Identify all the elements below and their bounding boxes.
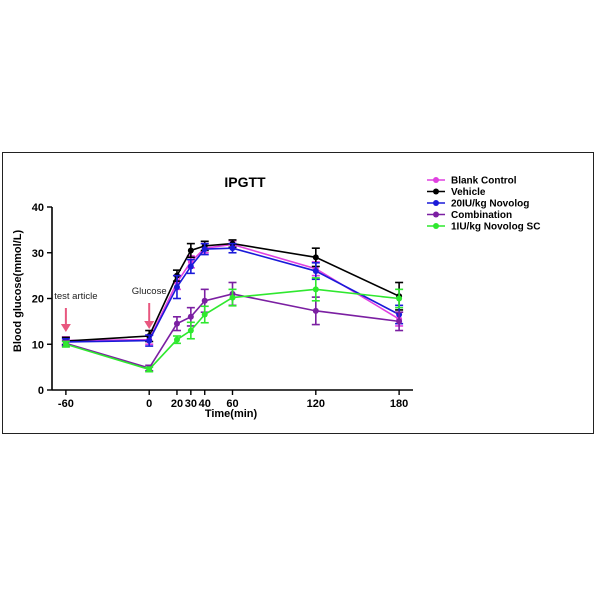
x-tick-label: 120 xyxy=(307,398,325,410)
data-point xyxy=(187,327,194,334)
x-tick-label: 0 xyxy=(146,398,152,410)
data-point xyxy=(173,320,180,327)
chart-title: IPGTT xyxy=(224,174,266,190)
legend-swatch-marker xyxy=(433,177,439,183)
legend-label: 1IU/kg Novolog SC xyxy=(451,222,540,233)
legend-swatch-marker xyxy=(433,223,439,229)
data-point xyxy=(187,313,194,320)
data-point xyxy=(396,318,403,325)
y-tick-label: 30 xyxy=(32,248,44,260)
annotation-arrow-head xyxy=(60,324,71,332)
annotation-label: test article xyxy=(54,291,97,302)
data-point xyxy=(201,311,208,318)
y-tick-label: 10 xyxy=(32,339,44,351)
chart-figure: IPGTT 0 10 20 30 40 -60 0 20 30 40 60 120 180 test ar… xyxy=(2,152,594,434)
annotation-label: Glucose xyxy=(132,286,167,297)
annotation-arrow-head xyxy=(144,321,155,329)
data-point xyxy=(229,294,236,301)
series-group xyxy=(61,277,404,373)
x-tick-label: 20 xyxy=(171,398,183,410)
series-line xyxy=(65,293,400,369)
x-tick-label: 30 xyxy=(185,398,197,410)
y-tick-label: 40 xyxy=(32,202,44,214)
data-point xyxy=(146,366,153,373)
legend-label: Blank Control xyxy=(451,176,517,187)
series-line xyxy=(65,242,400,342)
legend-swatch-marker xyxy=(433,200,439,206)
x-tick-label: 60 xyxy=(226,398,238,410)
data-point xyxy=(62,341,69,348)
data-point xyxy=(312,286,319,293)
data-point xyxy=(146,337,153,344)
x-axis-title: Time(min) xyxy=(205,408,258,420)
data-point xyxy=(312,268,319,275)
data-point xyxy=(201,246,208,253)
y-axis-title: Blood glucose(mmol/L) xyxy=(12,230,24,353)
data-point xyxy=(173,284,180,291)
data-point xyxy=(229,245,236,252)
legend-swatch-marker xyxy=(433,211,439,218)
x-tick-label: -60 xyxy=(58,398,74,410)
x-tick-label: 40 xyxy=(199,398,211,410)
data-point xyxy=(173,336,180,343)
series-line xyxy=(65,288,400,371)
data-point xyxy=(396,295,403,302)
y-tick-label: 20 xyxy=(32,294,44,306)
data-point xyxy=(312,307,319,314)
series-line xyxy=(65,247,400,343)
data-point xyxy=(187,247,194,254)
legend-label: Vehicle xyxy=(451,187,486,198)
legend-label: Combination xyxy=(451,210,512,221)
x-tick-label: 180 xyxy=(390,398,408,410)
data-point xyxy=(187,263,194,270)
data-point xyxy=(201,297,208,304)
legend-label: 20IU/kg Novolog xyxy=(451,199,529,210)
y-tick-label: 0 xyxy=(38,385,44,397)
legend-swatch-marker xyxy=(433,188,439,195)
data-point xyxy=(312,254,319,261)
